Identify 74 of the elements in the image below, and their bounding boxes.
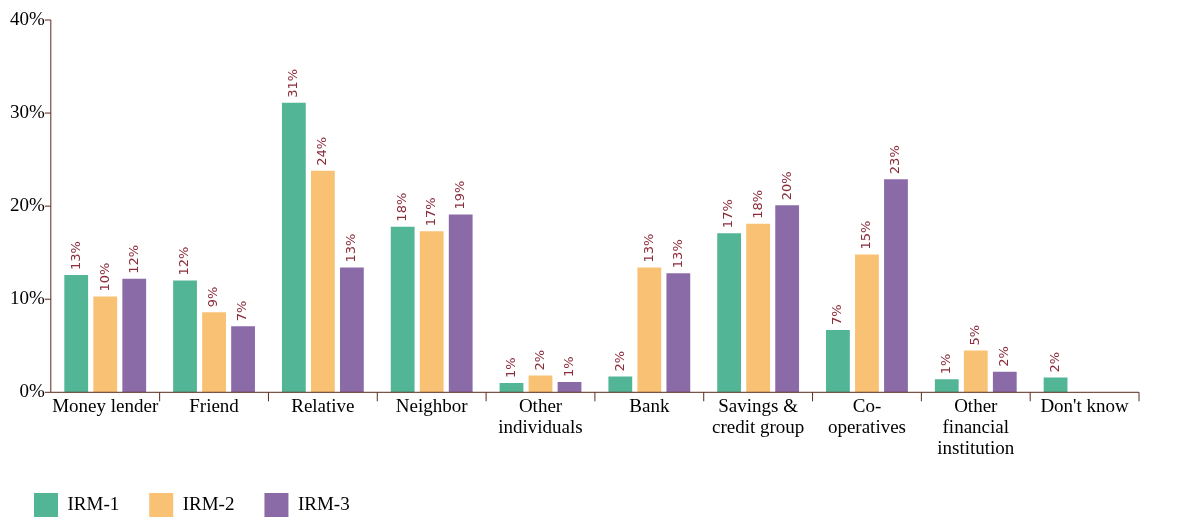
data-label: 13% bbox=[67, 241, 83, 271]
legend-label: IRM-1 bbox=[67, 492, 120, 514]
bar bbox=[122, 278, 147, 393]
y-tick-label: 10% bbox=[10, 287, 45, 309]
bar bbox=[557, 382, 582, 393]
bar bbox=[637, 267, 662, 393]
bar bbox=[339, 267, 364, 393]
bar bbox=[746, 223, 771, 393]
bar bbox=[448, 214, 473, 393]
data-label: 2% bbox=[531, 349, 547, 371]
bar bbox=[775, 205, 800, 393]
x-tick-label: Other individuals bbox=[498, 394, 583, 437]
bar bbox=[173, 280, 197, 393]
bar bbox=[390, 226, 415, 393]
data-label: 7% bbox=[829, 304, 845, 325]
data-label: 13% bbox=[640, 233, 656, 263]
data-label: 12% bbox=[125, 244, 141, 274]
x-tick-label: Co-operatives bbox=[827, 394, 906, 437]
data-label: 1% bbox=[938, 353, 954, 375]
data-label: 10% bbox=[96, 262, 112, 292]
data-label: 7% bbox=[234, 300, 250, 322]
bar bbox=[855, 254, 879, 393]
y-tick-label: 40% bbox=[10, 7, 45, 29]
data-label: 5% bbox=[967, 324, 983, 346]
bar bbox=[608, 376, 633, 393]
data-label: 24% bbox=[314, 136, 330, 166]
data-label: 2% bbox=[1046, 351, 1062, 373]
x-tick-label: Savings & credit group bbox=[711, 394, 805, 437]
y-tick-label: 20% bbox=[10, 194, 45, 216]
data-label: 18% bbox=[749, 189, 765, 219]
x-tick-label: Other financial institution bbox=[937, 394, 1015, 458]
x-tick-label: Don't know bbox=[1040, 394, 1130, 416]
bar bbox=[1043, 377, 1068, 393]
bar bbox=[202, 312, 226, 393]
data-label: 23% bbox=[887, 145, 903, 175]
y-tick-label: 30% bbox=[10, 101, 45, 123]
y-tick-label: 0% bbox=[19, 380, 45, 402]
data-label: 31% bbox=[285, 68, 301, 98]
bar bbox=[528, 375, 553, 393]
data-label: 1% bbox=[502, 357, 518, 378]
x-tick-label: Neighbor bbox=[395, 394, 469, 416]
data-label: 9% bbox=[205, 286, 221, 308]
data-label: 18% bbox=[394, 192, 410, 222]
bar bbox=[93, 296, 118, 393]
bar bbox=[963, 350, 988, 393]
x-tick-label: Money lender bbox=[52, 394, 159, 416]
data-label: 13% bbox=[343, 233, 359, 263]
data-label: 17% bbox=[720, 199, 736, 229]
legend-label: IRM-2 bbox=[182, 492, 235, 514]
x-tick-label: Friend bbox=[189, 394, 240, 416]
bar bbox=[826, 329, 850, 393]
data-label: 19% bbox=[452, 180, 468, 210]
data-label: 13% bbox=[669, 239, 685, 269]
bar bbox=[992, 371, 1017, 393]
data-label: 1% bbox=[560, 356, 576, 378]
bar bbox=[499, 382, 524, 393]
data-label: 12% bbox=[176, 246, 192, 276]
x-tick-label: Relative bbox=[291, 394, 355, 416]
bar bbox=[934, 379, 959, 393]
bar bbox=[281, 102, 306, 393]
data-label: 15% bbox=[858, 220, 874, 250]
data-label: 2% bbox=[996, 346, 1012, 367]
data-label: 17% bbox=[423, 197, 439, 227]
bar bbox=[310, 170, 335, 393]
bar bbox=[717, 233, 742, 393]
data-label: 20% bbox=[778, 171, 794, 201]
bar bbox=[666, 273, 691, 393]
legend-label: IRM-3 bbox=[297, 492, 350, 514]
bar bbox=[64, 275, 89, 393]
data-label: 2% bbox=[611, 350, 627, 372]
bar bbox=[419, 231, 444, 393]
x-tick-label: Bank bbox=[629, 394, 670, 416]
bar bbox=[884, 179, 908, 393]
bar bbox=[231, 326, 255, 393]
